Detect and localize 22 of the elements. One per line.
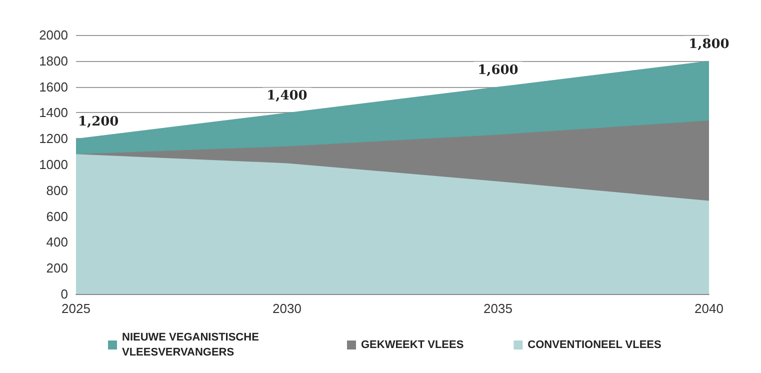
total-label: 1,600 [478, 62, 518, 78]
total-label: 1,200 [78, 114, 119, 130]
y-tick-label: 1200 [39, 131, 68, 146]
legend-label: CONVENTIONEEL VLEES [528, 339, 662, 351]
y-tick-label: 600 [46, 208, 68, 224]
legend-label: NIEUWE VEGANISTISCHE VLEESVERVANGERS [122, 332, 262, 358]
x-tick-label: 2025 [62, 301, 90, 316]
y-tick-label: 2000 [39, 28, 68, 42]
x-tick-label: 2030 [272, 301, 302, 316]
y-tick-label: 800 [46, 182, 68, 198]
y-tick-label: 0 [60, 286, 68, 302]
total-label: 1,800 [688, 36, 730, 52]
y-tick-label: 1600 [39, 79, 68, 94]
y-tick-label: 1000 [39, 157, 68, 172]
x-tick-label: 2035 [484, 301, 512, 316]
y-tick-label: 200 [46, 260, 68, 276]
total-label: 1,400 [266, 88, 308, 104]
y-tick-label: 400 [46, 234, 68, 250]
y-tick-label: 1400 [39, 105, 68, 120]
y-tick-label: 1800 [39, 53, 68, 68]
legend-label: GEKWEEKT VLEES [361, 339, 464, 351]
x-tick-label: 2040 [694, 301, 724, 316]
